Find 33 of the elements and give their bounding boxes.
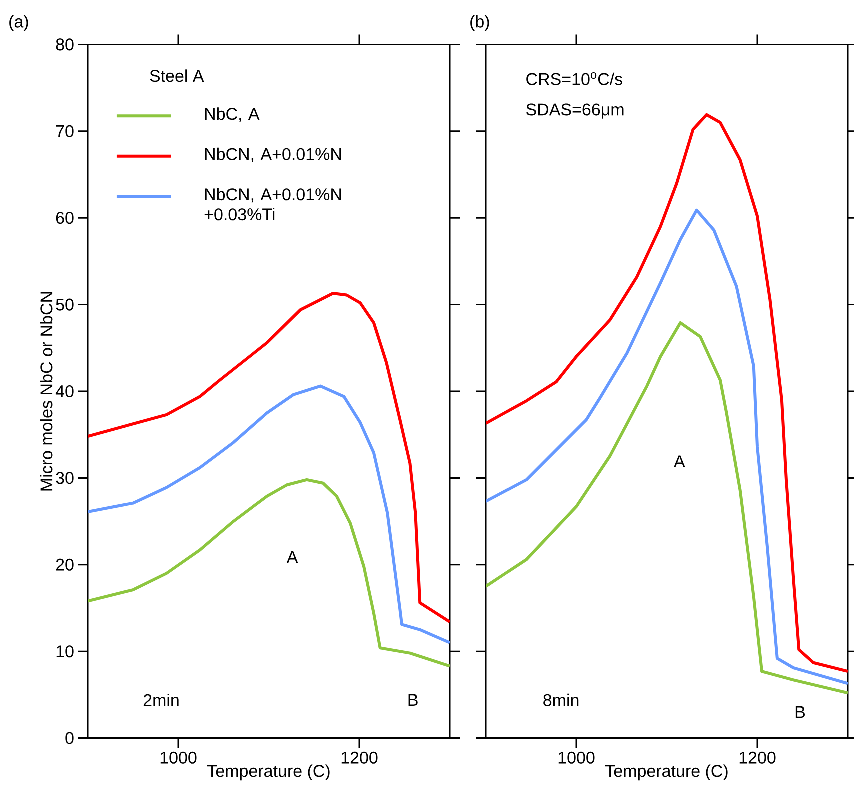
x-axis-title: Temperature (C) [208,764,330,781]
chart-title: (b) [470,15,490,32]
annotation: SDAS=66μm [526,104,624,119]
x-axis-title: Temperature (C) [606,764,728,781]
annotation: CRS=10$^{o}$C/s [526,72,622,86]
x-tick-label: 1000 [558,752,595,764]
y-axis-title: Micro moles NbC or NbCN [40,292,53,491]
y-tick-label: 10 [56,646,74,658]
legend-label: NbCN, A+0.01%N [205,148,342,162]
legend-label: NbCN, A+0.01%N +0.03%Ti [204,188,342,221]
y-tick-label: 40 [56,385,74,398]
y-tick-label: 70 [56,125,74,138]
y-tick-label: 50 [56,298,74,311]
annotation: A [286,551,298,564]
x-tick-label: 1200 [342,752,378,764]
y-tick-label: 80 [56,38,74,51]
annotation: B [408,694,418,706]
y-tick-label: 30 [56,472,74,484]
annotation: A [674,456,686,468]
legend-label: NbC, A [205,108,260,122]
annotation: B [796,706,805,718]
x-tick-label: 1000 [160,752,197,764]
line-series [88,292,450,624]
annotation: 8min [544,694,579,706]
x-tick-label: 1200 [740,752,776,764]
line-series [88,384,450,644]
annotation: 2min [144,694,179,706]
y-tick-label: 20 [56,558,74,571]
chart-title: (a) [10,15,28,32]
legend-title: Steel A [150,70,204,82]
line-series [88,478,450,668]
y-tick-label: 60 [56,212,74,224]
y-tick-label: 0 [66,732,74,744]
